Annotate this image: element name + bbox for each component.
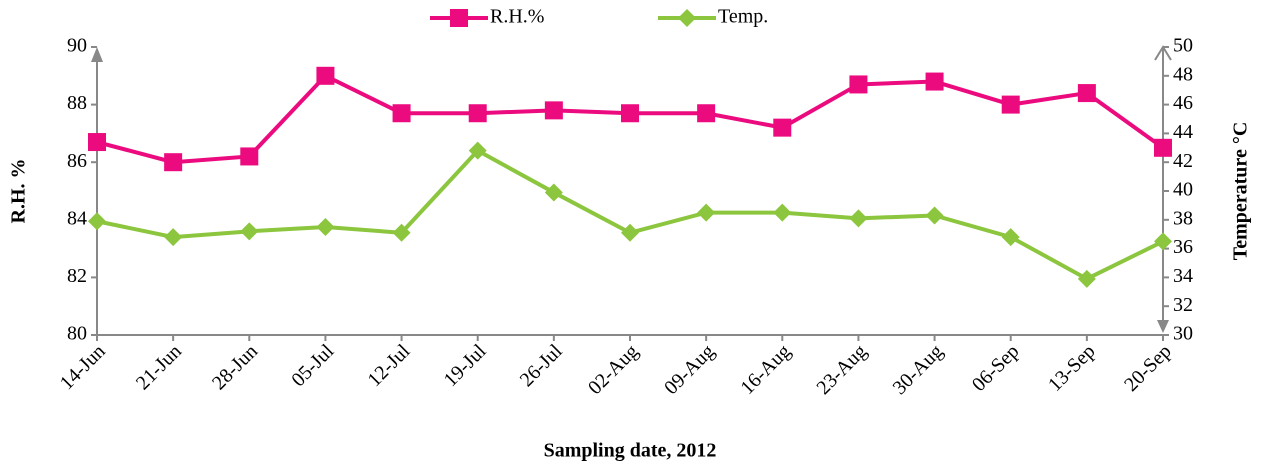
marker [621,223,639,242]
x-tick-label: 19-Jul [440,340,491,391]
marker [240,147,259,166]
marker [450,9,468,27]
y-tick-label: 82 [67,265,87,287]
y2-tick-label: 38 [1173,207,1193,229]
x-tick-label: 02-Aug [584,340,643,399]
marker [316,218,335,236]
x-tick-label: 26-Jul [516,340,567,391]
marker [88,133,106,152]
marker [1077,84,1096,103]
marker [240,222,259,241]
x-tick-label: 23-Aug [812,340,871,399]
x-tick-label: 21-Jun [132,340,186,394]
y2-tick-label: 42 [1173,150,1193,172]
marker [88,212,106,231]
legend-label: R.H.% [490,6,544,28]
y2-tick-label: 40 [1173,179,1193,201]
x-tick-label: 28-Jun [208,340,262,394]
y-tick-label: 84 [67,207,87,229]
marker [1001,95,1020,114]
x-tick-label: 05-Jul [287,340,338,391]
marker [164,228,183,247]
marker [697,203,716,222]
marker [925,206,944,225]
marker [468,104,487,123]
legend-label: Temp. [718,6,768,28]
marker [773,203,792,222]
marker [925,72,944,91]
y2-axis-arrow [1157,320,1169,333]
marker [392,104,411,123]
x-tick-label: 16-Aug [736,340,795,399]
x-tick-label: 12-Jul [363,340,414,391]
series-line [96,148,1164,282]
x-tick-label: 14-Jun [56,340,110,394]
y2-tick-label: 50 [1173,35,1193,57]
marker [1001,228,1020,247]
x-tick-label: 20-Sep [1120,340,1176,396]
y-axis-title: R.H. % [8,159,30,224]
marker [544,183,563,202]
marker [849,75,868,94]
x-axis-title: Sampling date, 2012 [544,440,717,462]
marker [773,118,792,137]
marker [164,153,183,172]
y2-axis-title: Temperature °C [1230,122,1252,261]
x-tick-label: 09-Aug [660,340,719,399]
y2-tick-label: 30 [1173,323,1193,345]
marker [544,101,563,120]
x-tick-label: 13-Sep [1044,340,1100,396]
y2-tick-label: 46 [1173,92,1193,114]
y-tick-label: 86 [67,150,87,172]
y2-tick-label: 32 [1173,294,1193,316]
y-tick-label: 80 [67,323,87,345]
marker [678,9,696,27]
marker [1154,232,1172,251]
marker [621,104,639,123]
marker [849,209,868,228]
y-tick-label: 88 [67,92,87,114]
y-tick-label: 90 [67,35,87,57]
y2-tick-label: 34 [1173,265,1193,287]
y2-tick-label: 48 [1173,63,1193,85]
y2-tick-label: 44 [1173,121,1193,143]
marker [697,104,716,123]
marker [392,223,411,242]
x-tick-label: 30-Aug [889,340,948,399]
marker [1077,269,1096,288]
marker [1154,138,1172,157]
marker [316,66,335,85]
y-axis-arrow [91,47,103,62]
marker [468,141,487,160]
y2-tick-label: 36 [1173,236,1193,258]
x-tick-label: 06-Sep [968,340,1024,396]
